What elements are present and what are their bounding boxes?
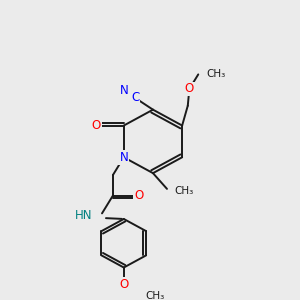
Text: O: O — [185, 82, 194, 95]
Text: O: O — [119, 278, 128, 291]
Text: CH₃: CH₃ — [174, 186, 193, 196]
Text: HN: HN — [75, 209, 92, 222]
Text: C: C — [131, 92, 139, 104]
Text: CH₃: CH₃ — [145, 291, 165, 300]
Text: CH₃: CH₃ — [206, 69, 225, 80]
Text: N: N — [120, 84, 129, 98]
Text: O: O — [92, 119, 101, 132]
Text: N: N — [119, 151, 128, 164]
Text: O: O — [134, 189, 143, 202]
